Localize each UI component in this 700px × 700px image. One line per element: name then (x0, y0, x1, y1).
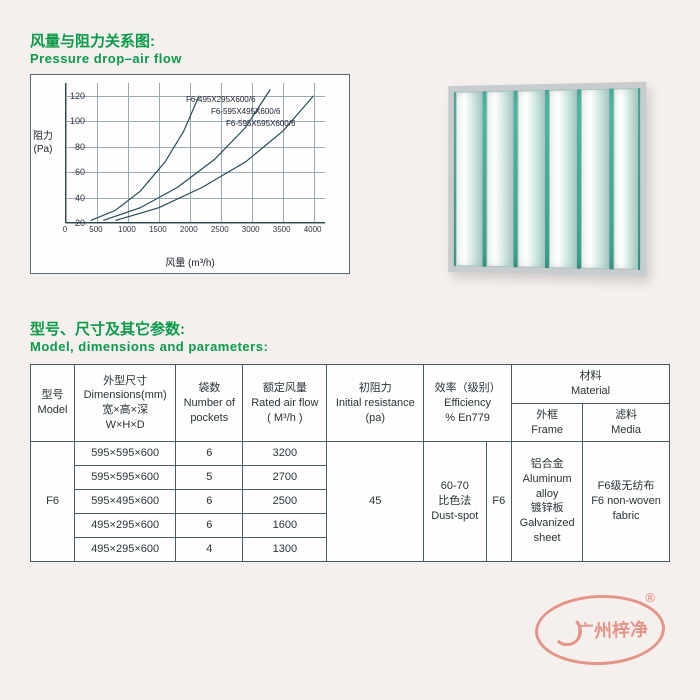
cell-dim: 595×495×600 (75, 490, 176, 514)
filter-illustration (448, 82, 646, 277)
cell-af: 3200 (243, 442, 327, 466)
hdr-pockets: 袋数Number ofpockets (176, 365, 243, 442)
hdr-eff: 效率（级别）Efficiency% En779 (424, 365, 512, 442)
xtick: 1000 (118, 225, 136, 234)
cell-pk: 6 (176, 490, 243, 514)
chart-xlabel: 风量 (m³/h) (165, 254, 214, 269)
hdr-frame: 外框Frame (512, 403, 583, 442)
series-label: F6-495X295X600/6 (186, 95, 255, 104)
product-image (420, 64, 670, 294)
header-row-1: 型号Model 外型尺寸Dimensions(mm)宽×高×深W×H×D 袋数N… (31, 365, 670, 404)
top-row: 阻力 (Pa) F6-495X295X600/6 F6-595X495X600/6… (30, 74, 670, 294)
ytick: 60 (75, 167, 85, 177)
chart-ylabel: 阻力 (Pa) (33, 130, 53, 156)
series-label: F6-595X495X600/6 (211, 107, 280, 116)
xtick: 4000 (304, 225, 322, 234)
ylabel-cn: 阻力 (33, 131, 53, 142)
cell-af: 2700 (243, 466, 327, 490)
company-stamp: ® 广州梓净 (534, 593, 666, 667)
cell-pk: 4 (176, 537, 243, 561)
cell-frame: 铝合金Aluminumalloy镀锌板Galvanizedsheet (512, 442, 583, 561)
hdr-airflow: 额定风量Rated air flow( M³/h ) (243, 365, 327, 442)
stamp-reg: ® (645, 590, 655, 605)
series-label: F6-595X595X600/6 (226, 119, 295, 128)
xtick: 500 (89, 225, 102, 234)
hdr-media: 滤料Media (583, 403, 670, 442)
cell-dim: 495×295×600 (75, 537, 176, 561)
cell-af: 1600 (243, 513, 327, 537)
xtick: 2000 (180, 225, 198, 234)
pressure-drop-chart: 阻力 (Pa) F6-495X295X600/6 F6-595X495X600/6… (30, 74, 350, 274)
xtick: 0 (63, 225, 67, 234)
section1-title: 风量与阻力关系图: Pressure drop–air flow (30, 30, 670, 66)
cell-eff-grade: F6 (486, 442, 512, 561)
hdr-dims: 外型尺寸Dimensions(mm)宽×高×深W×H×D (75, 365, 176, 442)
cell-dim: 595×595×600 (75, 442, 176, 466)
cell-resist: 45 (327, 442, 424, 561)
hdr-resist: 初阻力Initial resistance(pa) (327, 365, 424, 442)
stamp-text: 广州梓净 (576, 615, 649, 643)
cell-pk: 6 (176, 513, 243, 537)
xtick: 1500 (149, 225, 167, 234)
table-row: F6595×595×600632004560-70比色法Dust-spotF6铝… (31, 442, 670, 466)
section1-title-cn: 风量与阻力关系图: (30, 30, 670, 51)
cell-af: 2500 (243, 490, 327, 514)
cell-pk: 5 (176, 466, 243, 490)
ytick: 20 (75, 218, 85, 228)
cell-af: 1300 (243, 537, 327, 561)
xtick: 3500 (273, 225, 291, 234)
cell-dim: 595×595×600 (75, 466, 176, 490)
cell-media: F6级无纺布F6 non-wovenfabric (583, 442, 670, 561)
section2-title-cn: 型号、尺寸及其它参数: (30, 318, 670, 339)
ytick: 80 (75, 142, 85, 152)
hdr-material: 材料Material (512, 365, 670, 404)
cell-pk: 6 (176, 442, 243, 466)
xtick: 3000 (242, 225, 260, 234)
xtick: 2500 (211, 225, 229, 234)
spec-table: 型号Model 外型尺寸Dimensions(mm)宽×高×深W×H×D 袋数N… (30, 364, 670, 562)
ytick: 40 (75, 193, 85, 203)
hdr-model: 型号Model (31, 365, 75, 442)
ytick: 100 (70, 116, 85, 126)
cell-model: F6 (31, 442, 75, 561)
cell-dim: 495×295×600 (75, 513, 176, 537)
cell-eff: 60-70比色法Dust-spot (424, 442, 486, 561)
section2-title: 型号、尺寸及其它参数: Model, dimensions and parame… (30, 318, 670, 354)
ytick: 120 (70, 91, 85, 101)
section2-title-en: Model, dimensions and parameters: (30, 339, 670, 354)
ylabel-unit: (Pa) (34, 144, 53, 155)
